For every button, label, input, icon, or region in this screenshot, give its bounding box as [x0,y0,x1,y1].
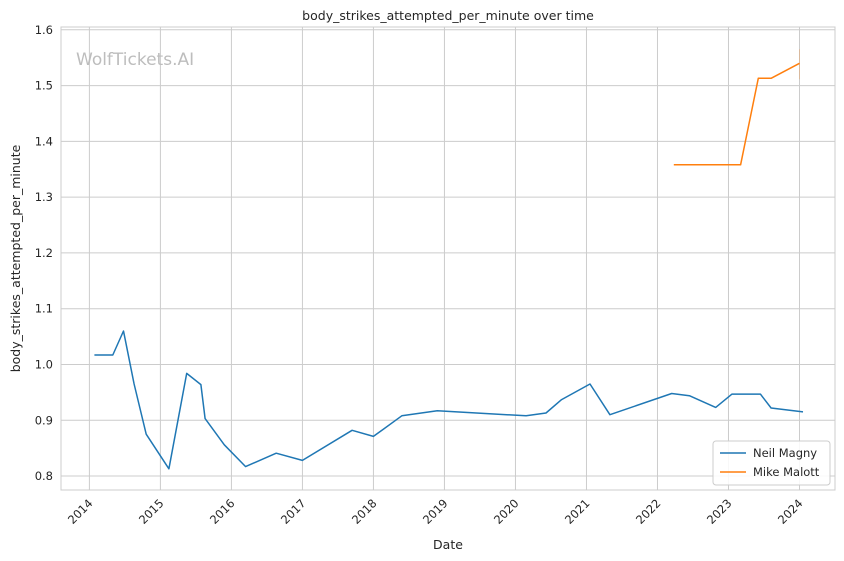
x-tick-label: 2020 [491,496,522,527]
chart-title: body_strikes_attempted_per_minute over t… [302,8,594,23]
x-tick-label: 2021 [562,496,593,527]
legend-label-neil-magny: Neil Magny [753,446,817,460]
grid [61,27,835,490]
y-tick-label: 1.2 [35,246,53,260]
watermark: WolfTickets.AI [76,50,194,70]
legend-box [712,440,831,486]
x-tick-label: 2016 [207,496,238,527]
y-tick-label: 1.0 [35,357,53,371]
x-tick-label: 2019 [420,496,451,527]
y-tick-label: 0.9 [35,413,53,427]
x-tick-label: 2017 [278,496,309,527]
plot-background [60,26,836,491]
x-tick-label: 2024 [775,496,806,527]
x-tick-label: 2018 [349,496,380,527]
y-tick-label: 1.5 [35,79,53,93]
y-tick-label: 1.4 [35,134,53,148]
y-axis-title: body_strikes_attempted_per_minute [8,144,23,372]
y-tick-label: 1.1 [35,302,53,316]
x-tick-label: 2022 [633,496,664,527]
y-tick-label: 1.6 [35,23,53,37]
y-tick-label: 0.8 [35,469,53,483]
series-lines [94,49,804,470]
y-tick-label: 1.3 [35,190,53,204]
x-tick-label: 2023 [704,496,735,527]
x-tick-label: 2014 [65,496,96,527]
legend: Neil Magny Mike Malott [712,440,831,486]
series-line-neil-magny [94,330,804,470]
x-axis-title: Date [433,537,463,552]
legend-label-mike-malott: Mike Malott [753,465,820,479]
series-line-mike-malott [673,62,800,166]
x-tick-label: 2015 [136,496,167,527]
